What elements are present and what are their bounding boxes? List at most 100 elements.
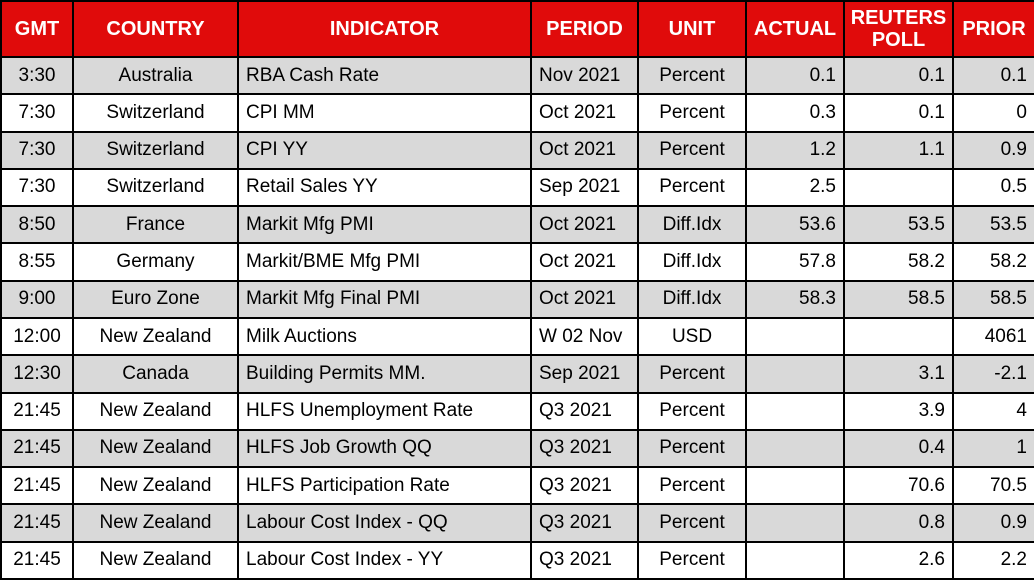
table-row: 12:30 Canada Building Permits MM. Sep 2021 P…: [0, 354, 1034, 394]
table-row: 21:45 New Zealand HLFS Participation Rate Q…: [0, 466, 1034, 506]
cell-actual: 53.6: [745, 205, 845, 245]
cell-poll: [843, 167, 954, 208]
cell-country: New Zealand: [72, 316, 239, 357]
cell-gmt: 3:30: [0, 55, 74, 96]
cell-country: New Zealand: [72, 428, 239, 469]
cell-prior: 0.5: [952, 167, 1034, 208]
cell-country: Germany: [72, 242, 239, 282]
cell-period: Q3 2021: [530, 466, 639, 506]
cell-gmt: 8:55: [0, 242, 74, 282]
cell-country: Australia: [72, 55, 239, 96]
header-cell-indicator: INDICATOR: [237, 0, 532, 58]
cell-indicator: CPI YY: [237, 130, 532, 170]
table-row: 7:30 Switzerland CPI MM Oct 2021 Percent 0.3 0…: [0, 93, 1034, 133]
cell-indicator: Labour Cost Index - QQ: [237, 503, 532, 543]
cell-indicator: HLFS Job Growth QQ: [237, 428, 532, 469]
cell-country: New Zealand: [72, 466, 239, 506]
cell-actual: 57.8: [745, 242, 845, 282]
cell-period: Sep 2021: [530, 354, 639, 394]
cell-unit: Percent: [637, 55, 747, 96]
cell-country: Canada: [72, 354, 239, 394]
cell-poll: 3.1: [843, 354, 954, 394]
cell-prior: 0.9: [952, 130, 1034, 170]
cell-poll: 70.6: [843, 466, 954, 506]
cell-unit: Diff.Idx: [637, 205, 747, 245]
header-cell-poll: REUTERS POLL: [843, 0, 954, 58]
cell-unit: Percent: [637, 93, 747, 133]
cell-actual: [745, 354, 845, 394]
cell-indicator: HLFS Participation Rate: [237, 466, 532, 506]
table-body: 3:30 Australia RBA Cash Rate Nov 2021 Percen…: [0, 55, 1034, 580]
cell-gmt: 12:00: [0, 316, 74, 357]
cell-poll: 2.6: [843, 540, 954, 580]
cell-country: New Zealand: [72, 391, 239, 431]
cell-actual: [745, 540, 845, 580]
table-row: 9:00 Euro Zone Markit Mfg Final PMI Oct 202…: [0, 279, 1034, 319]
cell-poll: 58.5: [843, 279, 954, 319]
table-row: 21:45 New Zealand Labour Cost Index - YY Q3…: [0, 540, 1034, 580]
cell-poll: 1.1: [843, 130, 954, 170]
cell-prior: 58.5: [952, 279, 1034, 319]
header-cell-unit: UNIT: [637, 0, 747, 58]
cell-poll: 0.1: [843, 55, 954, 96]
cell-country: France: [72, 205, 239, 245]
cell-unit: Diff.Idx: [637, 279, 747, 319]
cell-poll: 0.1: [843, 93, 954, 133]
cell-prior: 4: [952, 391, 1034, 431]
cell-gmt: 7:30: [0, 93, 74, 133]
table-row: 8:55 Germany Markit/BME Mfg PMI Oct 2021 Dif…: [0, 242, 1034, 282]
cell-period: Q3 2021: [530, 428, 639, 469]
cell-indicator: Retail Sales YY: [237, 167, 532, 208]
table-row: 21:45 New Zealand HLFS Job Growth QQ Q3 202…: [0, 428, 1034, 469]
cell-gmt: 7:30: [0, 130, 74, 170]
cell-country: Euro Zone: [72, 279, 239, 319]
table-row: 7:30 Switzerland Retail Sales YY Sep 2021 Pe…: [0, 167, 1034, 208]
table-row: 12:00 New Zealand Milk Auctions W 02 Nov USD…: [0, 316, 1034, 357]
header-cell-actual: ACTUAL: [745, 0, 845, 58]
cell-actual: [745, 503, 845, 543]
cell-period: Oct 2021: [530, 130, 639, 170]
cell-gmt: 21:45: [0, 391, 74, 431]
cell-gmt: 21:45: [0, 503, 74, 543]
cell-unit: Percent: [637, 130, 747, 170]
cell-indicator: Milk Auctions: [237, 316, 532, 357]
cell-prior: 70.5: [952, 466, 1034, 506]
cell-prior: -2.1: [952, 354, 1034, 394]
cell-period: Nov 2021: [530, 55, 639, 96]
cell-unit: Percent: [637, 354, 747, 394]
cell-period: Sep 2021: [530, 167, 639, 208]
cell-country: New Zealand: [72, 503, 239, 543]
table-header: GMT COUNTRY INDICATOR PERIOD UNIT ACTUAL REUTE…: [0, 0, 1034, 58]
cell-poll: 53.5: [843, 205, 954, 245]
cell-gmt: 8:50: [0, 205, 74, 245]
cell-unit: Percent: [637, 540, 747, 580]
header-cell-gmt: GMT: [0, 0, 74, 58]
cell-actual: [745, 316, 845, 357]
cell-prior: 53.5: [952, 205, 1034, 245]
cell-prior: 1: [952, 428, 1034, 469]
cell-period: Q3 2021: [530, 540, 639, 580]
cell-indicator: HLFS Unemployment Rate: [237, 391, 532, 431]
cell-country: New Zealand: [72, 540, 239, 580]
cell-poll: 3.9: [843, 391, 954, 431]
cell-period: Oct 2021: [530, 242, 639, 282]
cell-poll: 58.2: [843, 242, 954, 282]
cell-period: W 02 Nov: [530, 316, 639, 357]
cell-poll: [843, 316, 954, 357]
cell-actual: 58.3: [745, 279, 845, 319]
cell-prior: 58.2: [952, 242, 1034, 282]
cell-prior: 2.2: [952, 540, 1034, 580]
cell-gmt: 21:45: [0, 428, 74, 469]
cell-indicator: RBA Cash Rate: [237, 55, 532, 96]
cell-actual: 0.3: [745, 93, 845, 133]
cell-indicator: Markit Mfg Final PMI: [237, 279, 532, 319]
cell-actual: 2.5: [745, 167, 845, 208]
cell-gmt: 21:45: [0, 540, 74, 580]
cell-actual: [745, 428, 845, 469]
cell-period: Oct 2021: [530, 279, 639, 319]
cell-country: Switzerland: [72, 93, 239, 133]
cell-actual: 1.2: [745, 130, 845, 170]
header-cell-prior: PRIOR: [952, 0, 1034, 58]
cell-prior: 0: [952, 93, 1034, 133]
